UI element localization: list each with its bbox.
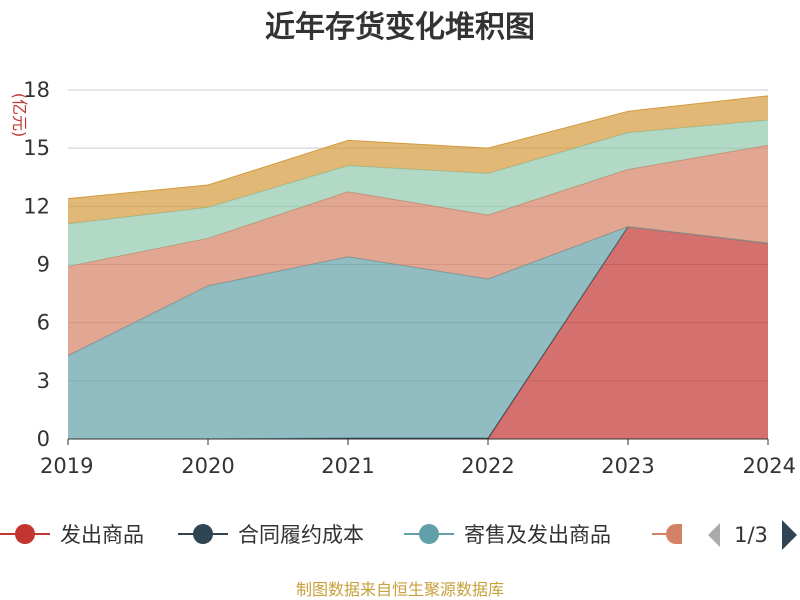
area-series-line [67,119,769,225]
area-series-fill [68,95,768,224]
area-series-line [67,95,769,200]
area-series-fill [68,145,768,356]
legend: 发出商品 合同履约成本 寄售及发出商品 [0,523,682,547]
axes: 2019 2020 2021 2022 2023 2024 [40,438,796,478]
y-tick-label: 6 [37,311,50,335]
legend-label: 寄售及发出商品 [464,523,611,547]
x-tick-label: 2021 [321,454,374,478]
legend-marker [15,524,35,544]
area-series-fill [68,226,768,439]
y-tick-label: 15 [23,136,50,160]
x-tick-label: 2019 [40,454,93,478]
data-source-note: 制图数据来自恒生聚源数据库 [296,580,504,599]
legend-next-icon[interactable] [782,520,797,550]
y-tick-label: 9 [37,253,50,277]
legend-marker [419,524,439,544]
legend-page-indicator: 1/3 [734,523,768,547]
y-tick-label: 18 [23,78,50,102]
legend-pager: 1/3 [708,520,797,550]
x-tick-label: 2020 [181,454,234,478]
area-series-fill [68,120,768,267]
area-series [67,95,769,440]
x-tick-label: 2023 [601,454,654,478]
y-tick-label: 3 [37,369,50,393]
legend-prev-icon[interactable] [708,523,720,547]
y-tick-label: 0 [37,427,50,451]
legend-label: 发出商品 [60,523,144,547]
y-axis-label: (亿元) [10,93,29,138]
y-tick-label: 12 [23,194,50,218]
legend-marker [193,524,213,544]
area-series-fill [68,226,768,439]
chart-title: 近年存货变化堆积图 [265,10,535,45]
legend-marker [666,524,682,544]
grid-lines: 0 3 6 9 12 15 18 [23,78,768,451]
x-tick-label: 2024 [743,454,796,478]
legend-label: 合同履约成本 [238,523,364,547]
x-tick-label: 2022 [461,454,514,478]
